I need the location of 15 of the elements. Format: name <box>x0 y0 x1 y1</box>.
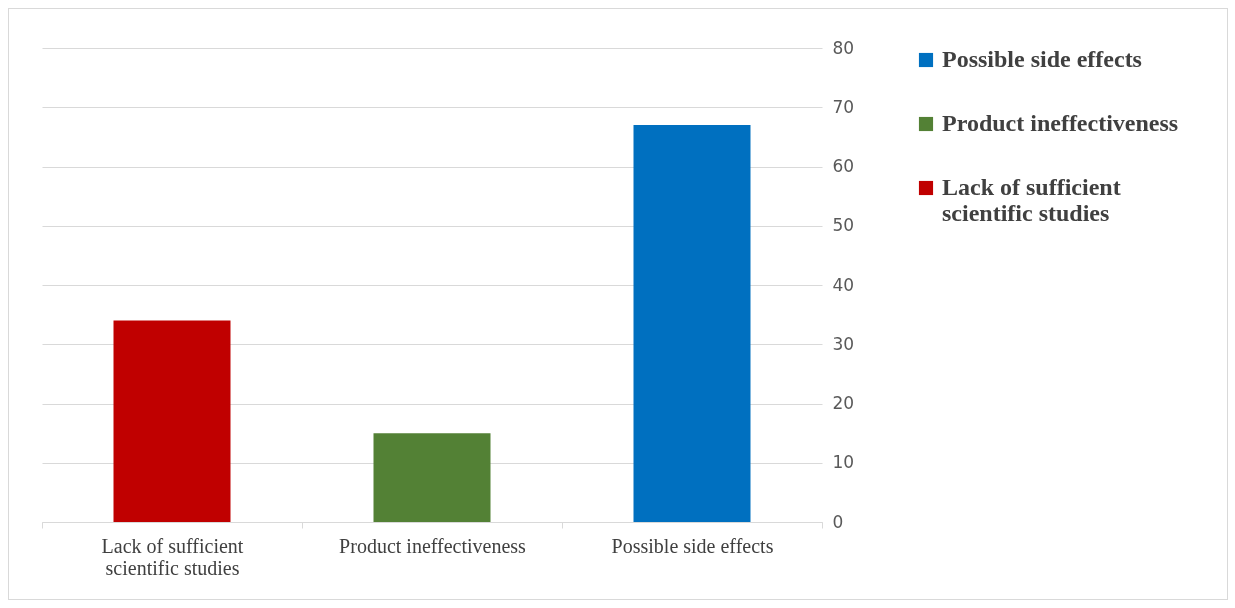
y-tick-label: 50 <box>832 215 855 236</box>
x-tick-label: Product ineffectiveness <box>339 534 527 557</box>
legend-label: Product ineffectiveness <box>942 110 1179 136</box>
y-tick-label: 20 <box>832 393 855 413</box>
x-tick-label: Possible side effects <box>611 534 774 557</box>
x-tick-label: Lack of sufficient scientific studies <box>101 534 244 579</box>
y-tick-label: 30 <box>832 333 855 354</box>
legend-label: Lack of sufficient scientific studies <box>942 174 1121 226</box>
y-tick-label: 0 <box>832 511 844 532</box>
y-tick-label: 10 <box>832 452 855 473</box>
y-tick-label: 40 <box>832 274 855 295</box>
y-tick-label: 70 <box>832 96 855 117</box>
y-tick-label: 60 <box>832 156 855 176</box>
y-tick-label: 80 <box>832 37 855 58</box>
legend-label: Possible side effects <box>942 46 1142 72</box>
